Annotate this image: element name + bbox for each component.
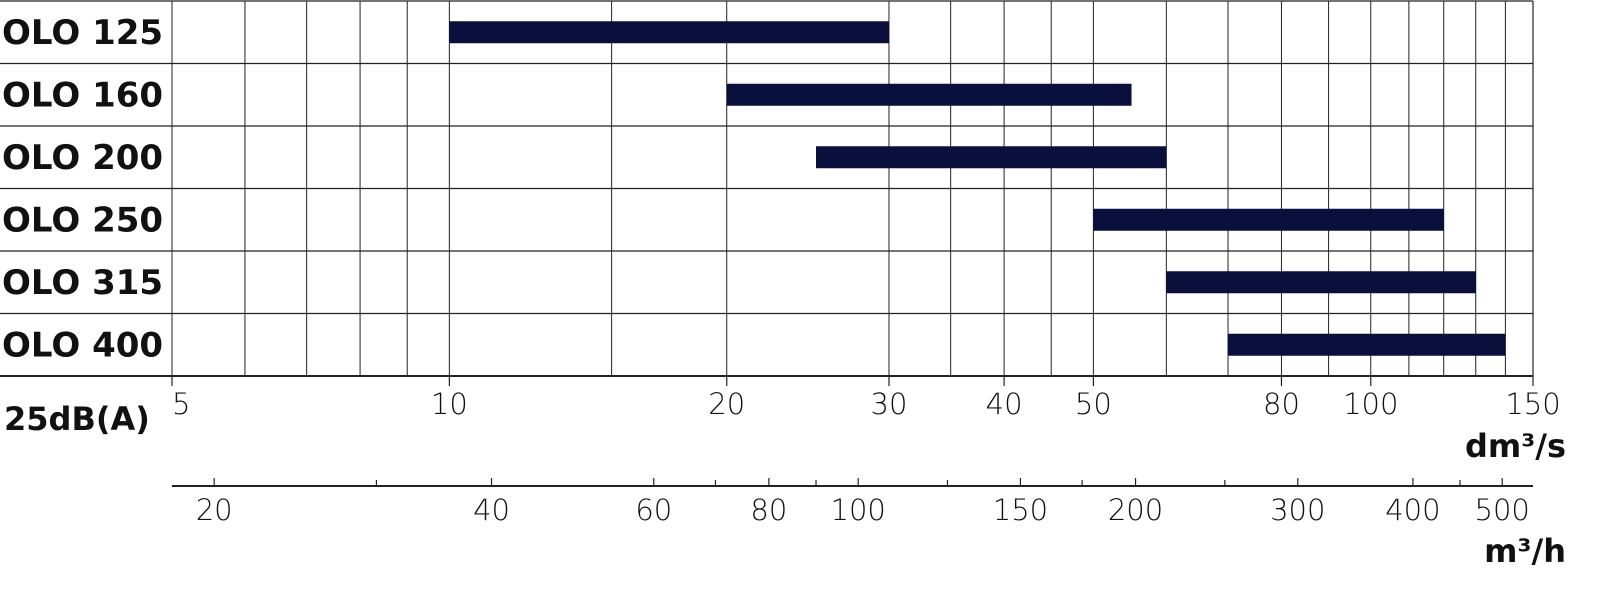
category-label: OLO 250 (2, 200, 163, 240)
range-bar (1093, 208, 1444, 231)
x2-tick-label: 150 (993, 493, 1048, 527)
range-bar (1228, 333, 1506, 356)
x-tick-label: 10 (431, 387, 468, 421)
x-tick-label: 20 (708, 387, 745, 421)
x-tick-label: 40 (986, 387, 1023, 421)
x2-axis-label: m³/h (1484, 532, 1566, 570)
category-label: OLO 125 (2, 13, 163, 53)
category-label: OLO 200 (2, 138, 163, 178)
category-label: OLO 400 (2, 325, 163, 365)
range-bar (816, 146, 1167, 169)
x-tick-label: 80 (1263, 387, 1300, 421)
x2-tick-label: 40 (473, 493, 510, 527)
x-tick-label: 100 (1343, 387, 1398, 421)
x2-tick-label: 100 (831, 493, 886, 527)
x2-tick-label: 80 (750, 493, 787, 527)
x-tick-label: 30 (871, 387, 908, 421)
range-bar (726, 83, 1132, 106)
x2-tick-label: 500 (1475, 493, 1530, 527)
x-tick-label: 50 (1075, 387, 1112, 421)
condition-label: 25dB(A) (4, 400, 150, 438)
range-bar (449, 21, 889, 44)
category-label: OLO 315 (2, 263, 163, 303)
x2-tick-label: 60 (635, 493, 672, 527)
x-axis-label: dm³/s (1465, 427, 1566, 465)
range-bar (1166, 271, 1476, 294)
x2-tick-label: 20 (196, 493, 233, 527)
x2-tick-label: 400 (1385, 493, 1440, 527)
x2-tick-label: 300 (1270, 493, 1325, 527)
x-tick-label: 150 (1505, 387, 1560, 421)
x2-tick-label: 200 (1108, 493, 1163, 527)
category-label: OLO 160 (2, 75, 163, 115)
x-tick-label: 5 (172, 387, 190, 421)
